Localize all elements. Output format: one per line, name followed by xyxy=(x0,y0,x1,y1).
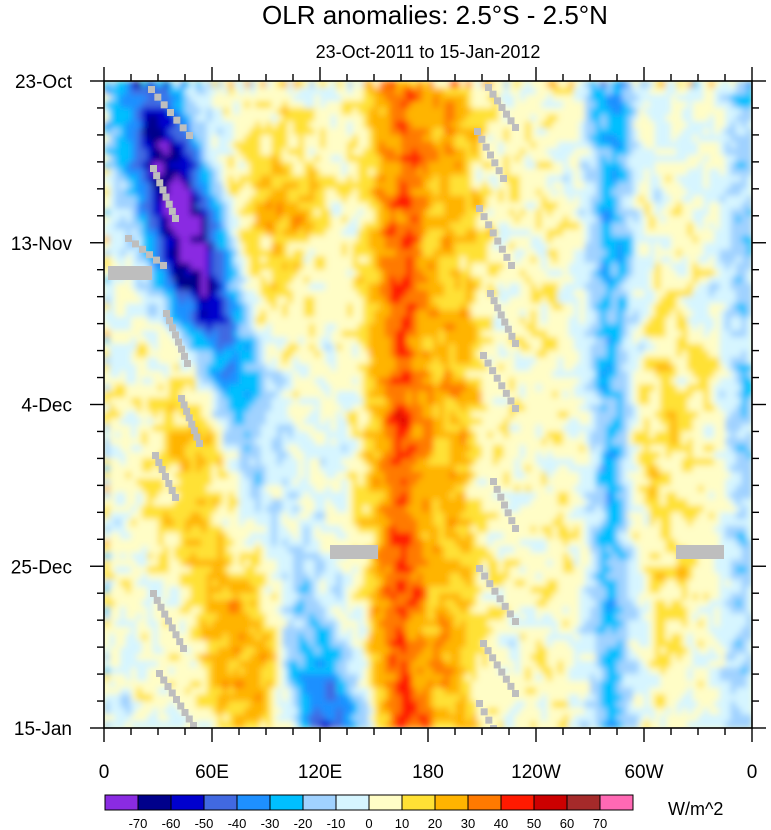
x-tick-label: 180 xyxy=(412,762,444,783)
colorbar-label: 30 xyxy=(461,816,475,830)
x-tick-label: 120E xyxy=(298,762,342,783)
colorbar-label: -70 xyxy=(129,816,148,830)
colorbar-label: -50 xyxy=(195,816,214,830)
x-axis: 0 60E 120E 180 120W 60W 0 xyxy=(99,67,758,783)
colorbar-swatch xyxy=(236,794,271,811)
colorbar: -70 -60 -50 -40 -30 -20 -10 0 10 20 30 40 50 60 70 xyxy=(104,794,634,830)
colorbar-label: -40 xyxy=(228,816,247,830)
colorbar-label: 70 xyxy=(593,816,607,830)
missing-data-regions xyxy=(108,84,724,728)
colorbar-label: -60 xyxy=(162,816,181,830)
x-tick-label: 60W xyxy=(624,762,663,783)
colorbar-label: -20 xyxy=(294,816,313,830)
y-tick-label: 4-Dec xyxy=(21,396,72,417)
y-tick-label: 25-Dec xyxy=(11,557,72,578)
y-tick-label: 13-Nov xyxy=(11,234,73,255)
colorbar-swatch xyxy=(401,794,436,811)
colorbar-label: 10 xyxy=(395,816,409,830)
colorbar-label: 50 xyxy=(527,816,541,830)
x-tick-label: 120W xyxy=(511,762,561,783)
colorbar-swatch xyxy=(104,794,139,811)
y-tick-label: 15-Jan xyxy=(14,719,72,740)
x-tick-label: 0 xyxy=(747,762,758,783)
colorbar-swatch xyxy=(467,794,502,811)
colorbar-label: 0 xyxy=(365,816,372,830)
colorbar-swatch xyxy=(203,794,238,811)
colorbar-units: W/m^2 xyxy=(668,799,723,819)
colorbar-label: -30 xyxy=(261,816,280,830)
colorbar-swatch xyxy=(368,794,403,811)
colorbar-swatch xyxy=(335,794,370,811)
y-tick-label: 23-Oct xyxy=(15,72,73,93)
colorbar-swatch xyxy=(302,794,337,811)
y-axis: 23-Oct 13-Nov 4-Dec 25-Dec 15-Jan xyxy=(11,72,766,740)
x-tick-label: 0 xyxy=(99,762,110,783)
colorbar-label: 60 xyxy=(560,816,574,830)
colorbar-label: -10 xyxy=(327,816,346,830)
colorbar-swatch xyxy=(170,794,205,811)
colorbar-swatch xyxy=(566,794,601,811)
colorbar-swatch xyxy=(500,794,535,811)
chart-subtitle: 23-Oct-2011 to 15-Jan-2012 xyxy=(316,42,541,62)
colorbar-label: 40 xyxy=(494,816,508,830)
colorbar-swatch xyxy=(434,794,469,811)
colorbar-label: 20 xyxy=(428,816,442,830)
colorbar-swatch xyxy=(599,794,634,811)
chart-title: OLR anomalies: 2.5°S - 2.5°N xyxy=(262,0,608,30)
colorbar-swatch xyxy=(533,794,568,811)
x-tick-label: 60E xyxy=(195,762,229,783)
colorbar-swatch xyxy=(269,794,304,811)
colorbar-swatch xyxy=(137,794,172,811)
plot-area xyxy=(104,81,752,728)
